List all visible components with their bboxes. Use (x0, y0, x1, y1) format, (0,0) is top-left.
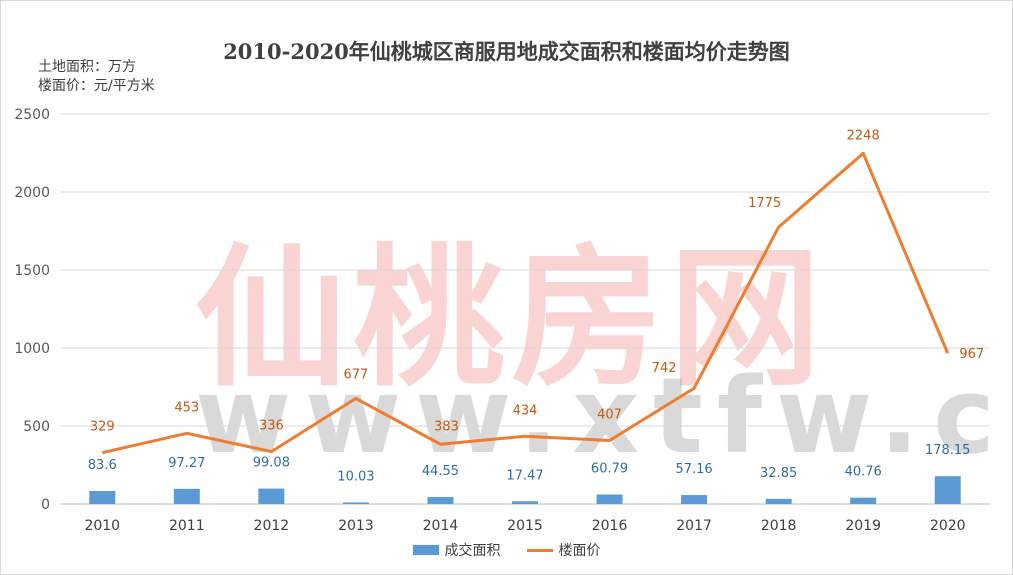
bar (427, 497, 454, 504)
bar (765, 498, 792, 504)
bar (258, 488, 285, 504)
price-data-label: 434 (513, 403, 538, 418)
price-data-label: 677 (343, 367, 368, 382)
bar-data-label: 178.15 (925, 443, 971, 458)
price-data-label: 329 (90, 420, 115, 435)
price-data-label: 967 (959, 347, 984, 362)
legend-swatch-line (526, 548, 553, 552)
bar-data-label: 57.16 (675, 462, 712, 477)
unit-note-area: 土地面积：万方 (38, 59, 136, 75)
legend-item-price: 楼面价 (526, 540, 601, 560)
price-data-label: 1775 (748, 196, 781, 211)
x-tick-label: 2014 (423, 518, 459, 534)
bar-data-label: 99.08 (253, 456, 290, 471)
bar-data-label: 40.76 (845, 465, 882, 480)
bar (89, 490, 116, 504)
price-data-label: 383 (434, 419, 459, 434)
bar-data-label: 10.03 (337, 469, 374, 484)
y-tick-label: 1500 (14, 263, 50, 279)
unit-note-price: 楼面价：元/平方米 (38, 78, 155, 94)
price-data-label: 742 (652, 361, 677, 376)
bar-data-label: 60.79 (591, 462, 628, 477)
x-tick-label: 2019 (845, 518, 881, 534)
bar (512, 501, 538, 504)
y-tick-label: 2500 (14, 107, 50, 123)
y-tick-label: 0 (41, 497, 50, 513)
bar-data-label: 32.85 (760, 466, 797, 481)
legend-swatch-bar (412, 545, 439, 555)
y-tick-label: 2000 (14, 185, 50, 201)
bar-data-label: 97.27 (168, 456, 205, 471)
bar (173, 488, 200, 504)
price-data-label: 336 (259, 419, 284, 434)
y-tick-label: 1000 (14, 341, 50, 357)
price-data-label: 407 (597, 408, 622, 423)
x-tick-label: 2012 (254, 518, 290, 534)
price-data-label: 2248 (847, 128, 880, 143)
x-tick-label: 2013 (338, 518, 374, 534)
x-tick-label: 2020 (930, 518, 966, 534)
bar (596, 494, 623, 504)
y-tick-label: 500 (23, 419, 50, 435)
price-data-label: 453 (174, 400, 199, 415)
x-tick-label: 2010 (84, 518, 120, 534)
x-tick-label: 2011 (169, 518, 205, 534)
legend-label-price: 楼面价 (558, 543, 601, 559)
x-tick-label: 2015 (507, 518, 543, 534)
legend: 成交面积 楼面价 (0, 540, 1013, 560)
bar-data-label: 44.55 (422, 464, 459, 479)
bar (934, 476, 961, 504)
x-tick-label: 2018 (761, 518, 797, 534)
legend-item-area: 成交面积 (412, 540, 501, 560)
legend-label-area: 成交面积 (444, 543, 501, 559)
chart-title: 2010-2020年仙桃城区商服用地成交面积和楼面均价走势图 (223, 39, 790, 64)
x-tick-label: 2017 (676, 518, 712, 534)
bar-data-label: 83.6 (88, 458, 117, 473)
bar-data-label: 17.47 (506, 468, 543, 483)
bar (342, 502, 369, 504)
price-line (101, 151, 950, 455)
bar (850, 497, 877, 504)
x-tick-label: 2016 (592, 518, 628, 534)
bar (681, 495, 708, 504)
